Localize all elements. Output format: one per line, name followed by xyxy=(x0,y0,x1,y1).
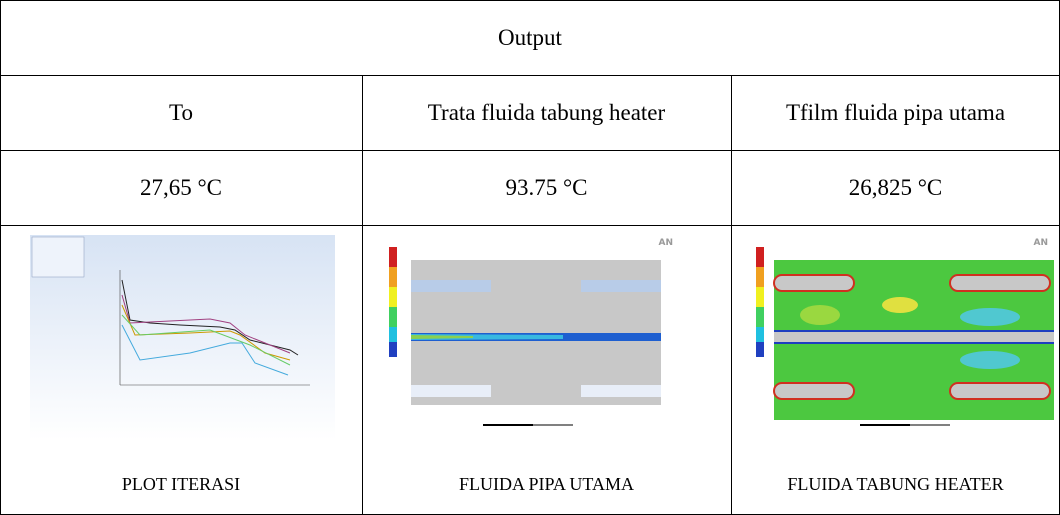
column-title: Tfilm fluida pipa utama xyxy=(731,75,1060,150)
column-title: Trata fluida tabung heater xyxy=(362,75,731,150)
border xyxy=(0,225,1060,226)
column-title: To xyxy=(0,75,362,150)
value: 27,65 °C xyxy=(0,150,362,225)
heater-tube-contour-image: AN xyxy=(750,235,1058,440)
page: Output To Trata fluida tabung heater Tfi… xyxy=(0,0,1060,515)
caption: FLUIDA TABUNG HEATER xyxy=(731,474,1060,495)
main-pipe-contour-image: AN xyxy=(383,235,683,440)
caption: PLOT ITERASI xyxy=(0,474,362,495)
value: 26,825 °C xyxy=(731,150,1060,225)
svg-text:AN: AN xyxy=(1034,238,1049,248)
svg-text:AN: AN xyxy=(659,238,674,248)
header: Output xyxy=(0,0,1060,75)
residual-plot-image xyxy=(30,235,335,440)
value: 93.75 °C xyxy=(362,150,731,225)
caption: FLUIDA PIPA UTAMA xyxy=(362,474,731,495)
